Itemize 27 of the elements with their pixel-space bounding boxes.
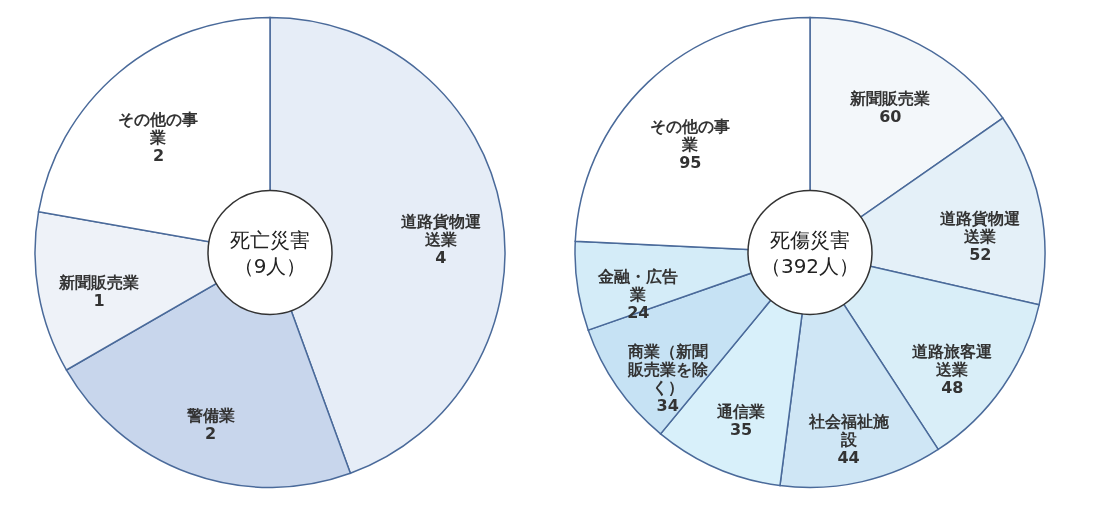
text: （392人） — [760, 253, 860, 278]
data-label: 95 — [679, 152, 702, 172]
slice-label: 道路旅客運送業 — [912, 341, 993, 379]
data-label: 60 — [879, 106, 902, 126]
data-label: 34 — [656, 395, 679, 415]
data-label: 52 — [969, 245, 992, 265]
slice-label: その他の事業 — [118, 109, 199, 147]
slice-label: 新聞販売業 — [849, 88, 931, 108]
data-label: 4 — [435, 248, 447, 268]
slice-label: 商業（新聞販売業を除く） — [626, 341, 709, 397]
data-label: 35 — [729, 419, 753, 439]
slice-label: 道路貨物運送業 — [940, 209, 1021, 247]
text: （9人） — [233, 253, 307, 278]
data-label: 1 — [93, 290, 105, 310]
data-label: 48 — [941, 377, 964, 397]
slice-label: 道路貨物運送業 — [400, 212, 481, 250]
text: 死亡災害 — [230, 227, 310, 252]
data-label: 2 — [152, 145, 165, 165]
data-label: 2 — [205, 423, 217, 443]
slice-label: 警備業 — [185, 405, 235, 425]
slice-label: 金融・広告業 — [597, 267, 679, 305]
slice-label: その他の事業 — [650, 116, 731, 154]
text: 死傷災害 — [770, 227, 850, 252]
data-label: 44 — [837, 447, 860, 467]
slice-label: 社会福祉施設 — [807, 411, 890, 449]
slice-label: 新聞販売業 — [58, 272, 140, 292]
slice-label: 通信業 — [716, 401, 766, 421]
